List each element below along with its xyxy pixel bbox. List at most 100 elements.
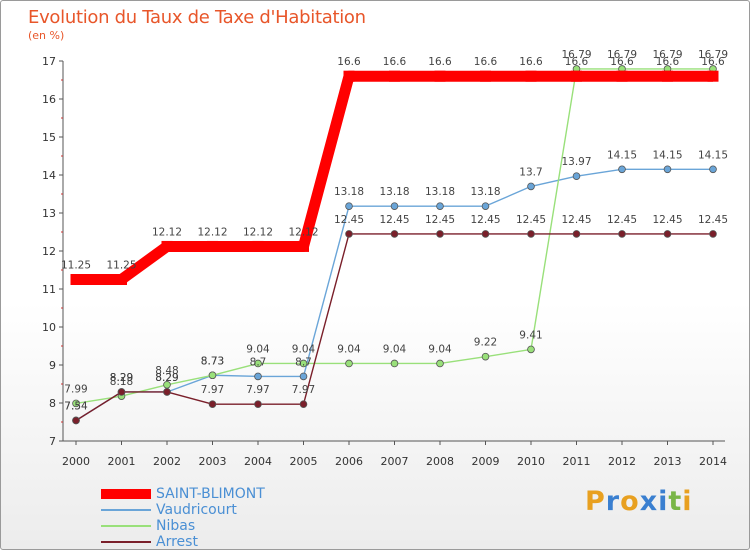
data-point-saint-blimont: [571, 70, 582, 82]
data-label-saint-blimont: 16.6: [519, 56, 543, 68]
data-point-arrest: [163, 388, 171, 396]
legend-label: Vaudricourt: [156, 502, 237, 518]
y-tick-label: 14: [42, 169, 56, 182]
x-tick-label: 2014: [699, 455, 727, 468]
data-label-nibas: 9.04: [246, 343, 270, 355]
x-tick-label: 2009: [472, 455, 500, 468]
x-tick-label: 2004: [244, 455, 272, 468]
legend-swatch: [101, 509, 151, 511]
data-point-saint-blimont: [434, 70, 446, 82]
data-point-saint-blimont: [298, 240, 309, 252]
data-point-arrest: [254, 400, 262, 408]
data-point-saint-blimont: [161, 240, 173, 252]
data-point-arrest: [299, 400, 308, 408]
y-tick-label: 13: [42, 207, 56, 220]
y-axis-unit: (en %): [28, 29, 65, 42]
data-label-saint-blimont: 16.6: [383, 56, 407, 68]
x-tick-label: 2002: [153, 455, 181, 468]
data-label-vaudricourt: 14.15: [652, 149, 682, 161]
data-label-saint-blimont: 12.12: [152, 226, 182, 238]
data-label-saint-blimont: 12.12: [197, 226, 227, 238]
x-tick-label: 2001: [108, 455, 136, 468]
data-point-nibas: [299, 359, 308, 368]
data-point-arrest: [345, 230, 353, 238]
data-point-vaudricourt: [481, 202, 490, 210]
data-label-nibas: 16.79: [652, 49, 682, 61]
data-point-nibas: [254, 359, 262, 368]
data-point-vaudricourt: [663, 165, 672, 174]
legend-item: Nibas: [101, 518, 341, 534]
data-point-saint-blimont: [616, 70, 628, 82]
data-point-saint-blimont: [70, 274, 82, 285]
x-tick-label: 2012: [608, 455, 636, 468]
data-label-vaudricourt: 8.73: [201, 355, 224, 367]
data-label-vaudricourt: 8.7: [250, 356, 267, 368]
data-label-arrest: 8.29: [110, 372, 133, 384]
data-label-vaudricourt: 14.15: [607, 149, 637, 161]
data-label-saint-blimont: 11.25: [61, 260, 91, 272]
data-label-saint-blimont: 11.25: [106, 260, 136, 272]
data-label-arrest: 12.45: [334, 214, 364, 226]
data-label-arrest: 7.97: [292, 384, 315, 396]
data-label-saint-blimont: 16.6: [428, 56, 452, 68]
data-point-arrest: [390, 230, 399, 238]
data-point-arrest: [618, 230, 626, 238]
y-tick-label: 17: [42, 55, 56, 68]
data-label-nibas: 9.04: [383, 343, 407, 355]
brand-letter: i: [658, 486, 669, 517]
data-label-arrest: 7.97: [201, 384, 224, 396]
data-label-saint-blimont: 16.6: [656, 56, 680, 68]
data-label-nibas: 16.79: [607, 49, 637, 61]
x-tick-label: 2007: [381, 455, 409, 468]
y-tick-label: 16: [42, 93, 56, 106]
data-point-nibas: [527, 345, 535, 354]
data-label-nibas: 9.41: [519, 329, 542, 341]
data-label-vaudricourt: 8.29: [155, 372, 178, 384]
brand-logo: Proxiti: [585, 486, 693, 517]
legend-item: SAINT-BLIMONT: [101, 486, 341, 502]
data-label-nibas: 8.73: [201, 355, 224, 367]
data-label-vaudricourt: 13.7: [519, 166, 542, 178]
x-tick-label: 2008: [426, 455, 454, 468]
data-label-vaudricourt: 13.18: [425, 186, 455, 198]
data-label-vaudricourt: 13.97: [561, 156, 591, 168]
data-point-nibas: [345, 359, 353, 368]
data-point-vaudricourt: [254, 372, 262, 381]
brand-letter: P: [585, 486, 606, 517]
data-point-arrest: [436, 230, 444, 238]
data-point-nibas: [163, 380, 171, 389]
data-point-saint-blimont: [116, 274, 127, 285]
legend-label: Nibas: [156, 518, 196, 534]
data-label-vaudricourt: 14.15: [698, 149, 728, 161]
data-label-saint-blimont: 16.6: [610, 56, 634, 68]
legend: SAINT-BLIMONT Vaudricourt Nibas Arrest: [101, 486, 341, 549]
y-tick-label: 15: [42, 131, 56, 144]
data-point-nibas: [436, 359, 444, 368]
data-label-arrest: 12.45: [470, 214, 500, 226]
data-point-arrest: [709, 230, 717, 238]
data-point-nibas: [72, 399, 80, 408]
data-label-arrest: 12.45: [652, 214, 682, 226]
data-label-arrest: 12.45: [607, 214, 637, 226]
brand-letter: r: [605, 486, 621, 517]
data-point-arrest: [663, 230, 672, 238]
brand-letter: o: [620, 486, 640, 517]
data-label-saint-blimont: 16.6: [565, 56, 589, 68]
data-label-arrest: 12.45: [379, 214, 409, 226]
data-point-saint-blimont: [707, 70, 719, 82]
data-label-nibas: 16.79: [698, 49, 728, 61]
legend-swatch: [101, 489, 151, 499]
data-point-saint-blimont: [662, 70, 673, 82]
data-label-nibas: 9.04: [337, 343, 361, 355]
brand-letter: i: [682, 486, 693, 517]
data-label-arrest: 8.29: [155, 372, 178, 384]
data-label-saint-blimont: 16.6: [701, 56, 725, 68]
legend-swatch: [101, 541, 151, 543]
data-label-nibas: 9.04: [292, 343, 316, 355]
data-point-saint-blimont: [252, 240, 264, 252]
brand-letter: t: [668, 486, 683, 517]
legend-item: Arrest: [101, 534, 341, 549]
data-label-saint-blimont: 12.12: [288, 226, 318, 238]
